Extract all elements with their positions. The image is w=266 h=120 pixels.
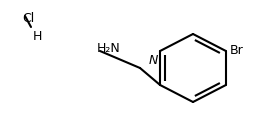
Text: N: N (149, 54, 158, 67)
Text: H: H (33, 30, 42, 43)
Text: H₂N: H₂N (97, 42, 121, 54)
Text: Br: Br (230, 45, 244, 57)
Text: Cl: Cl (22, 12, 34, 25)
